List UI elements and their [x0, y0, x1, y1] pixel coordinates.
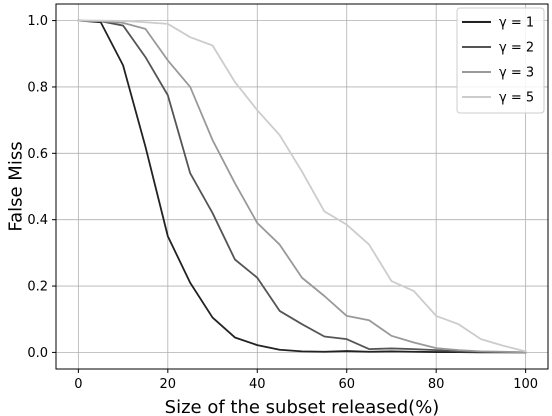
- legend-label: γ = 2: [499, 41, 534, 56]
- series-line-2: [77, 19, 527, 354]
- legend-label: γ = 1: [499, 16, 534, 31]
- x-tick-label: 20: [160, 377, 177, 392]
- tick-layer: 0 20 40 60 80 100 0.0 0.2 0.4 0.6 0.8 1.0: [27, 14, 538, 392]
- y-tick-label: 0.2: [27, 280, 48, 295]
- x-tick-label: 100: [513, 377, 538, 392]
- series-layer: [77, 19, 527, 354]
- legend-box: [456, 7, 545, 114]
- x-tick-label: 0: [74, 377, 82, 392]
- series-line-3: [77, 19, 527, 354]
- y-axis-label: False Miss: [6, 141, 27, 231]
- y-tick-label: 1.0: [27, 14, 48, 29]
- plot-frame: [55, 3, 549, 370]
- y-tick-label: 0.8: [27, 80, 48, 95]
- series-line-4: [77, 19, 527, 353]
- y-tick-label: 0.4: [27, 213, 48, 228]
- legend: γ = 1 γ = 2 γ = 3 γ = 5: [456, 7, 545, 114]
- legend-label: γ = 5: [499, 91, 534, 106]
- series-line-1: [77, 19, 527, 354]
- y-tick-label: 0.6: [27, 147, 48, 162]
- y-tick-label: 0.0: [27, 346, 48, 361]
- x-tick-label: 80: [428, 377, 445, 392]
- x-axis-label: Size of the subset released(%): [165, 397, 440, 416]
- legend-label: γ = 3: [499, 66, 534, 81]
- x-tick-label: 60: [338, 377, 355, 392]
- x-tick-label: 40: [249, 377, 266, 392]
